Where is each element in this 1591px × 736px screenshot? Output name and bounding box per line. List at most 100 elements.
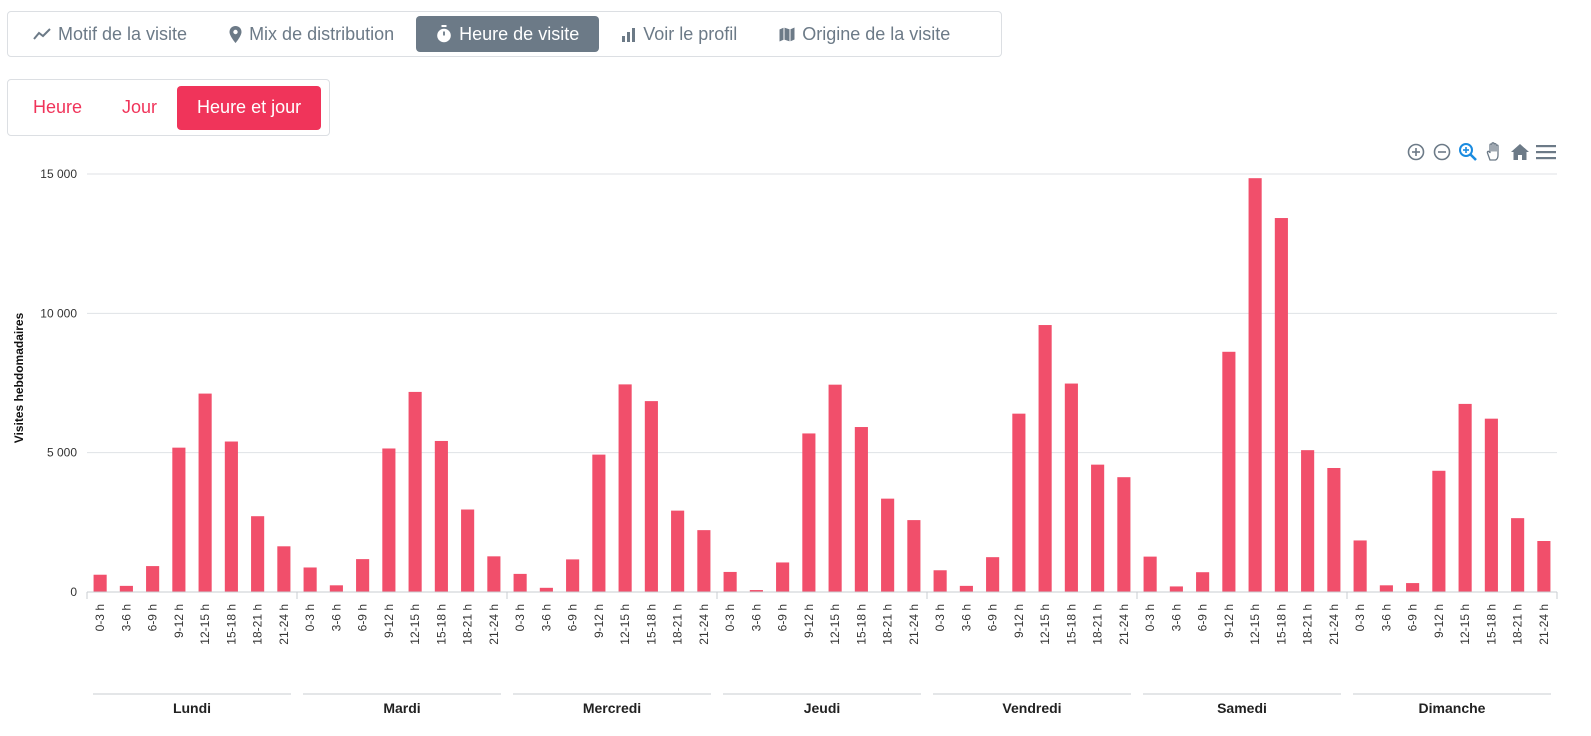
zoom-in-icon[interactable] xyxy=(1405,141,1427,163)
x-tick-label: 12-15 h xyxy=(1458,604,1472,645)
reset-home-icon[interactable] xyxy=(1509,141,1531,163)
bar xyxy=(907,520,921,592)
bar xyxy=(1458,403,1472,592)
bar xyxy=(1091,464,1105,592)
x-tick-label: 15-18 h xyxy=(224,604,238,645)
tab-label: Origine de la visite xyxy=(802,23,951,44)
bar xyxy=(224,441,238,592)
bar xyxy=(1038,325,1052,592)
x-tick-label: 0-3 h xyxy=(1143,604,1157,631)
bar xyxy=(854,427,868,592)
bar xyxy=(1248,178,1262,592)
x-tick-label: 15-18 h xyxy=(1064,604,1078,645)
bar xyxy=(172,447,186,592)
x-tick-label: 12-15 h xyxy=(828,604,842,645)
bar xyxy=(539,587,553,592)
x-tick-label: 21-24 h xyxy=(487,604,501,645)
bar xyxy=(408,391,422,592)
bar xyxy=(382,448,396,592)
bar xyxy=(723,571,737,592)
x-tick-label: 3-6 h xyxy=(539,604,553,631)
stopwatch-icon xyxy=(437,25,451,43)
bar xyxy=(1012,413,1026,592)
bar xyxy=(1353,540,1367,592)
y-tick-label: 0 xyxy=(70,585,77,599)
x-tick-label: 9-12 h xyxy=(592,604,606,638)
day-group-label: Vendredi xyxy=(1002,700,1061,716)
tab-mix-distribution[interactable]: Mix de distribution xyxy=(209,16,414,52)
x-tick-label: 12-15 h xyxy=(1038,604,1052,645)
x-tick-label: 12-15 h xyxy=(408,604,422,645)
day-group-label: Dimanche xyxy=(1419,700,1486,716)
bar xyxy=(959,585,973,592)
x-tick-label: 18-21 h xyxy=(461,604,475,645)
visit-analysis-tabs: Motif de la visite Mix de distribution H… xyxy=(7,11,1002,57)
trend-line-icon xyxy=(33,28,51,40)
pan-hand-icon[interactable] xyxy=(1483,141,1505,163)
x-tick-label: 12-15 h xyxy=(198,604,212,645)
bar xyxy=(513,573,527,592)
bar xyxy=(644,401,658,592)
bar xyxy=(198,393,212,592)
tab-origine-visite[interactable]: Origine de la visite xyxy=(759,16,970,52)
x-tick-label: 0-3 h xyxy=(723,604,737,631)
bar xyxy=(1406,583,1420,592)
x-tick-label: 21-24 h xyxy=(277,604,291,645)
bar xyxy=(1432,470,1446,592)
bar xyxy=(566,559,580,592)
bar xyxy=(1379,585,1393,592)
x-tick-label: 12-15 h xyxy=(618,604,632,645)
bar xyxy=(1327,467,1341,592)
subtab-jour[interactable]: Jour xyxy=(122,97,158,117)
bar xyxy=(329,585,343,592)
bar xyxy=(1117,477,1131,592)
tab-label: Voir le profil xyxy=(643,23,738,44)
bar xyxy=(434,440,448,592)
x-tick-label: 18-21 h xyxy=(1301,604,1315,645)
x-tick-label: 6-9 h xyxy=(1196,604,1210,631)
bar xyxy=(881,498,895,592)
bar xyxy=(802,433,816,592)
bar xyxy=(119,585,133,592)
bar xyxy=(1484,418,1498,592)
tab-voir-profil[interactable]: Voir le profil xyxy=(601,16,757,52)
bar xyxy=(1222,351,1236,592)
x-tick-label: 18-21 h xyxy=(1091,604,1105,645)
day-group-label: Jeudi xyxy=(804,700,841,716)
x-tick-label: 0-3 h xyxy=(1353,604,1367,631)
bar xyxy=(356,559,370,592)
tab-motif-visite[interactable]: Motif de la visite xyxy=(13,16,207,52)
subtab-heure[interactable]: Heure xyxy=(33,97,83,117)
x-tick-label: 0-3 h xyxy=(93,604,107,631)
y-tick-label: 15 000 xyxy=(40,167,77,181)
x-tick-label: 6-9 h xyxy=(986,604,1000,631)
tab-heure-visite[interactable]: Heure de visite xyxy=(416,16,600,52)
x-tick-label: 3-6 h xyxy=(959,604,973,631)
y-tick-label: 5 000 xyxy=(47,446,77,460)
bar-chart-icon xyxy=(622,27,636,42)
selection-zoom-icon[interactable] xyxy=(1457,141,1479,163)
x-tick-label: 3-6 h xyxy=(329,604,343,631)
x-tick-label: 21-24 h xyxy=(907,604,921,645)
chart-toolbar xyxy=(1401,141,1557,163)
zoom-out-icon[interactable] xyxy=(1431,141,1453,163)
bar xyxy=(146,566,160,592)
subtab-heure-et-jour[interactable]: Heure et jour xyxy=(177,85,322,130)
bar xyxy=(592,454,606,592)
x-tick-label: 21-24 h xyxy=(697,604,711,645)
tab-label: Motif de la visite xyxy=(58,23,188,44)
menu-icon[interactable] xyxy=(1535,141,1557,163)
x-tick-label: 6-9 h xyxy=(566,604,580,631)
bar xyxy=(1143,556,1157,592)
map-icon xyxy=(779,27,795,41)
tab-label: Heure de visite xyxy=(459,23,580,44)
bar xyxy=(1537,541,1551,592)
x-tick-label: 12-15 h xyxy=(1248,604,1262,645)
day-group-label: Samedi xyxy=(1217,700,1267,716)
tab-label: Mix de distribution xyxy=(249,23,395,44)
x-tick-label: 3-6 h xyxy=(119,604,133,631)
bar xyxy=(1274,218,1288,592)
x-tick-label: 15-18 h xyxy=(1274,604,1288,645)
x-tick-label: 9-12 h xyxy=(1432,604,1446,638)
day-group-label: Lundi xyxy=(173,700,211,716)
